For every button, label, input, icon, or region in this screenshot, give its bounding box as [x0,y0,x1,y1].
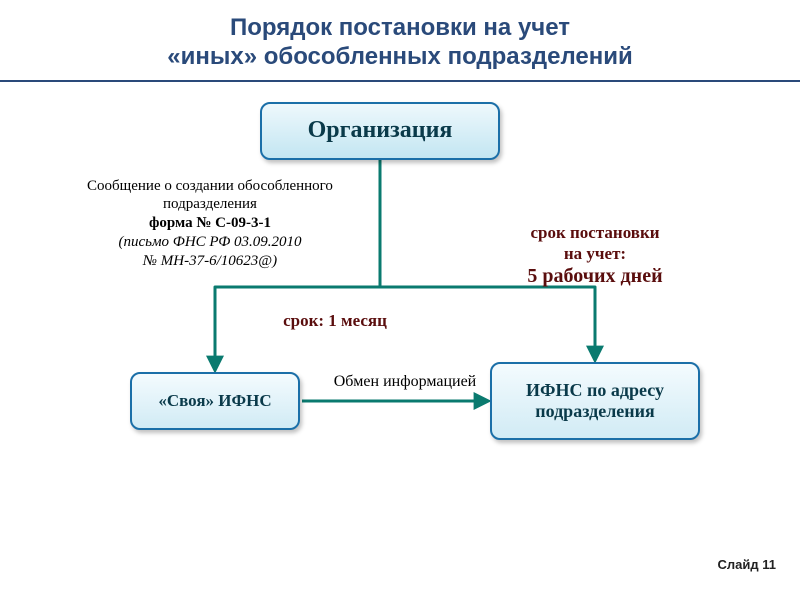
title-line1: Порядок постановки на учет [230,14,570,41]
node-own: «Своя» ИФНС [130,372,300,430]
slide-number: Слайд 11 [718,557,776,572]
node-org: Организация [260,102,500,160]
edge-branch_right [380,287,595,360]
node-addr: ИФНС по адресу подразделения [490,362,700,440]
diagram-canvas: Слайд 11 Организация «Своя» ИФНС ИФНС по а… [0,82,800,582]
title-line2: «иных» обособленных подразделений [167,43,632,70]
page-title: Порядок постановки на учет «иных» обособ… [0,0,800,80]
label-term2: срок постановкина учет:5 рабочих дней [490,222,700,290]
label-term1: срок: 1 месяц [270,310,400,331]
label-exchange: Обмен информацией [320,372,490,392]
label-msg: Сообщение о создании обособленного подра… [50,177,370,271]
